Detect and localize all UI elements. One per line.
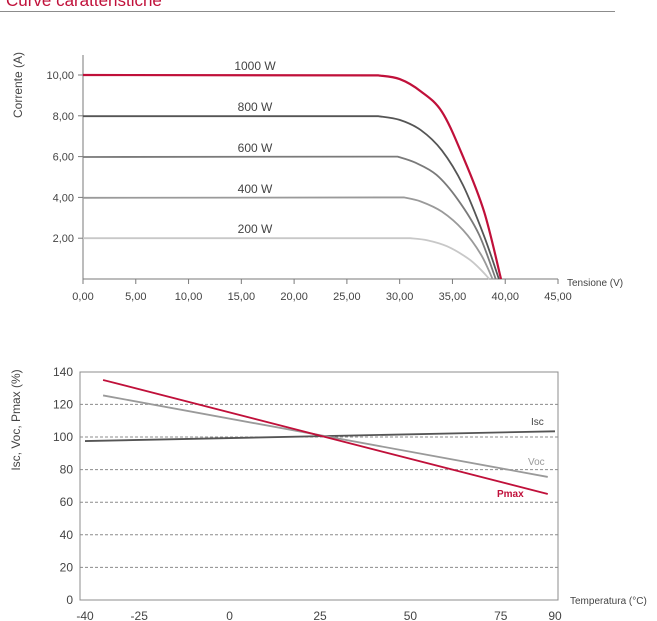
iv-x-axis-title: Tensione (V) <box>567 278 623 289</box>
iv-x-tick-label: 25,00 <box>333 291 361 303</box>
temp-x-tick-label: -40 <box>76 609 94 621</box>
temp-x-tick-label: 50 <box>404 609 418 621</box>
iv-y-tick-label: 6,00 <box>53 152 74 164</box>
iv-series-line <box>82 155 497 280</box>
temp-x-tick-label: 0 <box>226 609 233 621</box>
iv-series-line <box>83 115 500 280</box>
temp-series-label: Isc <box>531 417 544 428</box>
temp-y-tick-label: 80 <box>60 463 74 477</box>
temp-series-label: Pmax <box>497 489 524 500</box>
temp-series-label: Voc <box>528 457 545 468</box>
temp-y-tick-label: 120 <box>53 397 73 411</box>
temp-y-tick-label: 60 <box>60 495 74 509</box>
temp-x-tick-label: 25 <box>313 609 327 621</box>
iv-x-tick-label: 45,00 <box>544 291 572 303</box>
title-divider <box>0 11 615 12</box>
page-title: Curve caratteristiche <box>6 0 162 10</box>
iv-x-tick-label: 35,00 <box>439 291 467 303</box>
iv-x-tick-label: 40,00 <box>491 291 519 303</box>
temp-series-line <box>102 379 548 495</box>
iv-series-label: 1000 W <box>234 59 276 73</box>
iv-y-axis-title: Corrente (A) <box>11 52 25 118</box>
iv-series-line <box>82 196 494 280</box>
iv-series-label: 200 W <box>238 222 273 236</box>
temp-y-tick-label: 20 <box>60 560 74 574</box>
temp-x-tick-label: 90 <box>548 609 562 621</box>
iv-series-line <box>82 73 503 280</box>
temp-y-tick-label: 140 <box>53 365 73 379</box>
temp-y-axis-title: Isc, Voc, Pmax (%) <box>9 369 23 470</box>
iv-y-tick-label: 4,00 <box>53 192 74 204</box>
temp-x-tick-label: 75 <box>494 609 508 621</box>
temp-plot-frame <box>79 371 559 601</box>
iv-x-tick-label: 5,00 <box>125 291 146 303</box>
iv-series-label: 400 W <box>238 182 273 196</box>
temp-x-axis-title: Temperatura (°C) <box>570 596 647 607</box>
iv-x-tick-label: 15,00 <box>228 291 256 303</box>
temp-y-tick-label: 40 <box>60 528 74 542</box>
iv-series-label: 800 W <box>238 100 273 114</box>
iv-x-tick-label: 30,00 <box>386 291 414 303</box>
iv-y-tick-label: 10,00 <box>46 70 74 82</box>
iv-x-tick-label: 10,00 <box>175 291 203 303</box>
iv-x-tick-label: 0,00 <box>72 291 93 303</box>
temp-x-tick-label: -25 <box>131 609 149 621</box>
iv-x-tick-label: 20,00 <box>280 291 308 303</box>
iv-y-tick-label: 2,00 <box>53 233 74 245</box>
iv-y-tick-label: 8,00 <box>53 111 74 123</box>
iv-series-line <box>83 237 491 280</box>
iv-series-label: 600 W <box>238 141 273 155</box>
temp-y-tick-label: 100 <box>53 430 73 444</box>
temp-y-tick-label: 0 <box>66 593 73 607</box>
